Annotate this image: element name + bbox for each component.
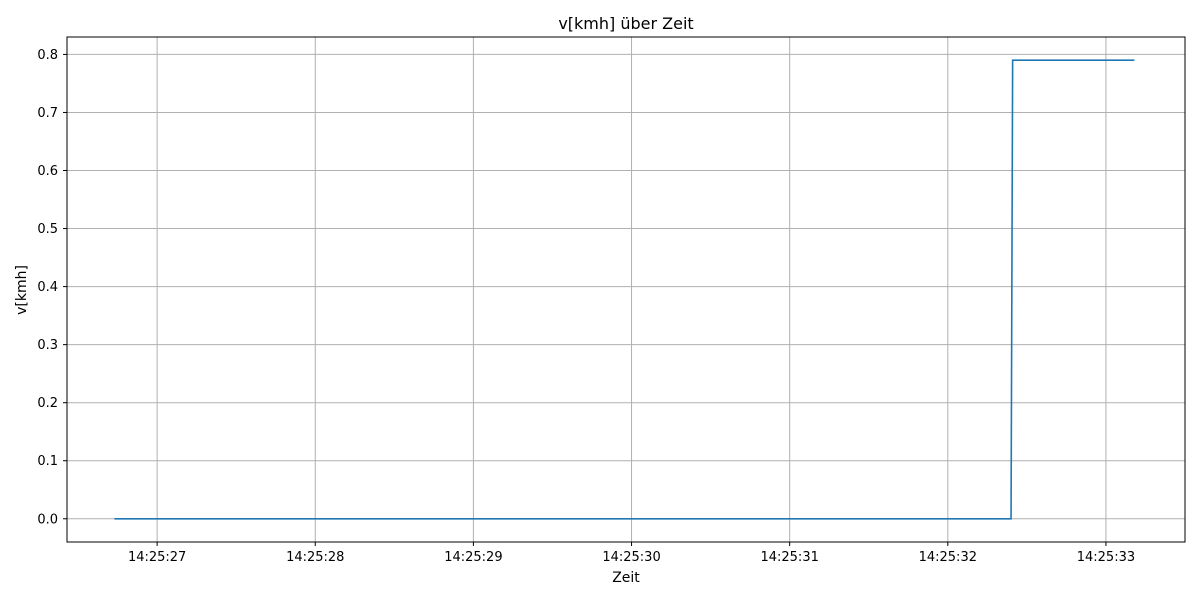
x-tick-label: 14:25:32 [919,550,977,565]
y-tick-label: 0.1 [37,454,58,469]
series-line-0 [114,59,1135,520]
x-tick-label: 14:25:28 [286,550,344,565]
y-axis-title: v[kmh] [14,265,30,315]
y-tick-label: 0.3 [37,338,58,353]
x-tick-label: 14:25:30 [602,550,660,565]
y-tick-label: 0.6 [37,164,58,179]
y-tick-label: 0.2 [37,396,58,411]
y-tick-label: 0.4 [37,280,58,295]
grid [67,37,1185,542]
y-tick-label: 0.8 [37,48,58,63]
ticks: 14:25:27 14:25:28 14:25:29 14:25:30 14:25:31… [37,48,1135,565]
y-tick-label: 0.5 [37,222,58,237]
series-layer [114,59,1135,520]
x-tick-label: 14:25:31 [760,550,818,565]
x-tick-label: 14:25:33 [1077,550,1135,565]
x-tick-label: 14:25:27 [128,550,186,565]
y-tick-label: 0.7 [37,106,58,121]
y-tick-label: 0.0 [37,512,58,527]
x-tick-label: 14:25:29 [444,550,502,565]
chart-title: v[kmh] über Zeit [558,14,693,33]
plot-frame [66,36,1186,543]
x-axis-title: Zeit [612,570,640,586]
